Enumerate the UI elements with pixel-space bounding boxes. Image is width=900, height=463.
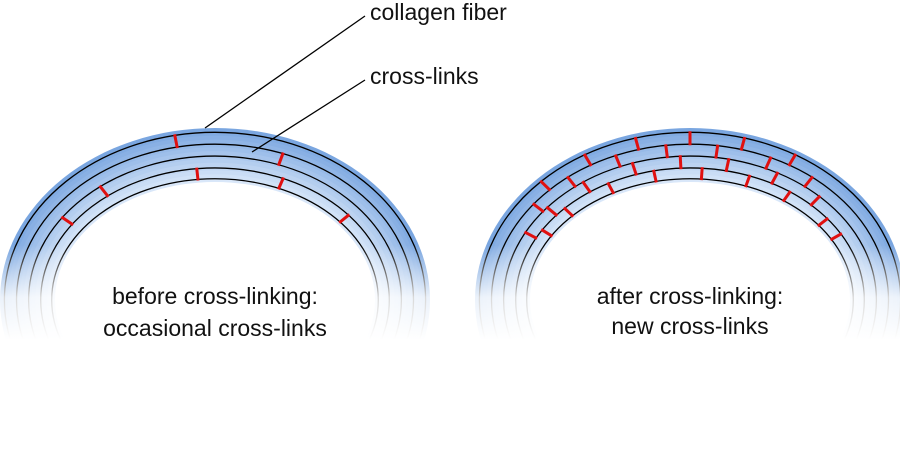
cross-link xyxy=(565,175,578,189)
cross-link xyxy=(744,174,752,188)
cross-link xyxy=(829,232,843,242)
cross-link xyxy=(781,190,792,203)
cross-link xyxy=(769,171,780,186)
cross-link xyxy=(724,157,731,173)
caption: before cross-linking: xyxy=(112,283,318,309)
cross-link xyxy=(606,181,616,195)
cross-link xyxy=(714,144,720,159)
cross-link xyxy=(678,155,683,170)
cross-link xyxy=(338,213,351,224)
cross-link xyxy=(787,153,798,167)
fade xyxy=(0,339,445,463)
cross-link xyxy=(562,206,575,218)
cross-link xyxy=(581,180,592,194)
cross-link xyxy=(764,156,773,171)
caption: occasional cross-links xyxy=(103,315,327,341)
label-collagen-fiber: collagen fiber xyxy=(370,0,507,25)
cross-link xyxy=(545,205,559,217)
cross-link xyxy=(816,216,830,228)
leader-line xyxy=(251,79,366,153)
label-cross-links: cross-links xyxy=(370,63,479,89)
fade xyxy=(460,245,900,340)
cross-link xyxy=(633,136,641,151)
cross-link xyxy=(664,144,669,159)
cross-link xyxy=(699,167,704,181)
cross-link xyxy=(531,202,545,214)
caption: new cross-links xyxy=(611,313,768,339)
cross-link xyxy=(98,184,110,198)
cross-link xyxy=(173,134,179,149)
caption: after cross-linking: xyxy=(597,283,784,309)
cross-link xyxy=(276,152,285,167)
cross-link xyxy=(613,153,622,169)
cross-link xyxy=(539,179,552,192)
cross-link xyxy=(630,161,638,176)
cross-link xyxy=(739,136,747,151)
cross-link xyxy=(60,215,74,227)
cross-link xyxy=(195,167,200,181)
cross-link xyxy=(802,175,815,189)
fade xyxy=(460,339,900,463)
cross-link xyxy=(652,169,658,183)
fade xyxy=(0,245,445,340)
cross-link xyxy=(276,176,285,190)
cross-link xyxy=(809,194,822,207)
leader-line xyxy=(204,15,366,129)
cross-link xyxy=(540,228,554,238)
cross-link xyxy=(582,153,593,167)
cross-link xyxy=(523,230,538,240)
